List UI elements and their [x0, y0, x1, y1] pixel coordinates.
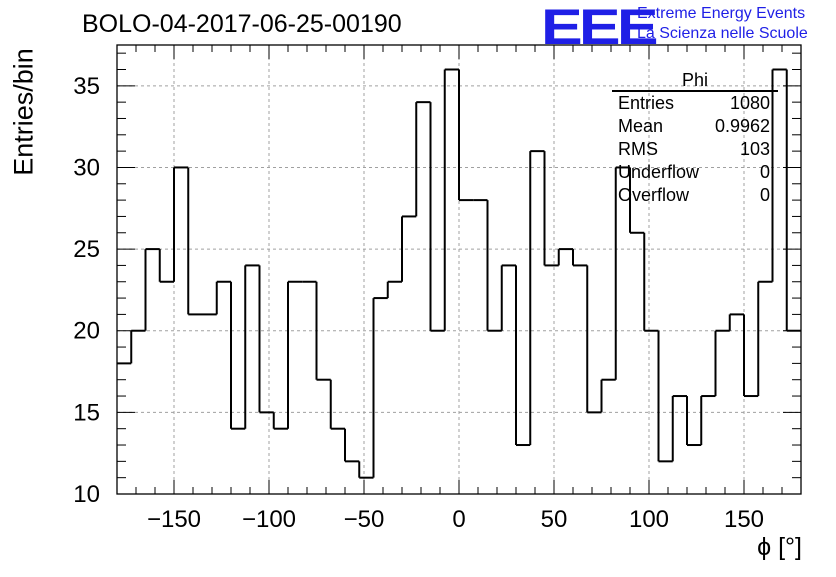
x-tick-label: 100 — [629, 506, 669, 533]
stats-label: Mean — [618, 116, 664, 136]
x-axis-label: ϕ [°] — [757, 533, 802, 561]
y-tick-label: 10 — [73, 481, 100, 508]
y-tick-label: 20 — [73, 318, 100, 345]
x-tick-label: 0 — [452, 506, 465, 533]
stats-value: 0 — [759, 162, 770, 182]
stats-value: 0 — [759, 185, 770, 205]
y-axis-label: Entries/bin — [8, 48, 39, 176]
y-tick-label: 25 — [73, 236, 100, 263]
chart-title: BOLO-04-2017-06-25-00190 — [82, 10, 402, 38]
stats-box: Phi Entries 1080 Mean 0.9962 RMS 103 Und… — [612, 71, 778, 207]
logo-text: Extreme Energy Events La Scienza nelle S… — [637, 4, 808, 44]
logo-line-2: La Scienza nelle Scuole — [637, 25, 808, 42]
logo-line-1: Extreme Energy Events — [637, 5, 806, 22]
stats-row-underflow: Underflow 0 — [612, 161, 778, 184]
y-tick-label: 15 — [73, 399, 100, 426]
stats-value: 1080 — [729, 93, 770, 113]
plot-frame — [116, 44, 802, 495]
stats-value: 0.9962 — [714, 116, 770, 136]
stats-row-mean: Mean 0.9962 — [612, 115, 778, 138]
y-tick-label: 35 — [73, 73, 100, 100]
stats-row-entries: Entries 1080 — [612, 92, 778, 115]
stats-row-overflow: Overflow 0 — [612, 184, 778, 207]
x-tick-label: −150 — [147, 506, 201, 533]
y-tick-label: 30 — [73, 154, 100, 181]
x-tick-label: −100 — [242, 506, 296, 533]
x-tick-label: 50 — [541, 506, 568, 533]
eee-logo: EEE — [541, 0, 659, 55]
stats-label: Overflow — [618, 185, 690, 205]
stats-row-rms: RMS 103 — [612, 138, 778, 161]
stats-title: Phi — [612, 71, 778, 92]
x-tick-label: 150 — [724, 506, 764, 533]
stats-value: 103 — [739, 139, 770, 159]
stats-label: Underflow — [618, 162, 700, 182]
stats-label: RMS — [618, 139, 658, 159]
stats-label: Entries — [618, 93, 675, 113]
x-tick-label: −50 — [344, 506, 385, 533]
